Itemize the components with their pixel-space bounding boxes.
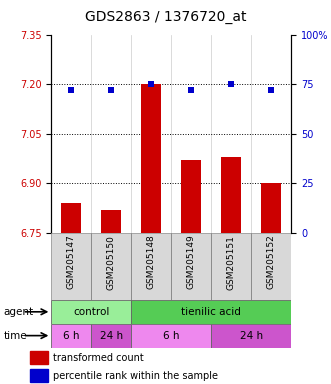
Text: 24 h: 24 h [240, 331, 263, 341]
Bar [171, 233, 211, 300]
Text: percentile rank within the sample: percentile rank within the sample [53, 371, 218, 381]
Text: 6 h: 6 h [63, 331, 79, 341]
Text: GSM205149: GSM205149 [187, 235, 196, 290]
Bar [30, 351, 48, 364]
Point [149, 81, 154, 88]
Text: transformed count: transformed count [53, 353, 144, 363]
Text: GSM205147: GSM205147 [67, 235, 76, 290]
Bar [261, 183, 281, 233]
Bar [101, 210, 121, 233]
Text: GSM205150: GSM205150 [107, 235, 116, 290]
Bar [91, 324, 131, 348]
Bar [251, 233, 291, 300]
Point [69, 87, 74, 93]
Text: tienilic acid: tienilic acid [181, 307, 241, 317]
Bar [91, 233, 131, 300]
Bar [221, 157, 241, 233]
Bar [181, 160, 201, 233]
Bar [51, 233, 91, 300]
Bar [131, 233, 171, 300]
Text: GDS2863 / 1376720_at: GDS2863 / 1376720_at [85, 10, 246, 23]
Text: control: control [73, 307, 110, 317]
Text: GSM205151: GSM205151 [227, 235, 236, 290]
Bar [211, 324, 291, 348]
Point [189, 87, 194, 93]
Text: GSM205148: GSM205148 [147, 235, 156, 290]
Text: 24 h: 24 h [100, 331, 123, 341]
Point [109, 87, 114, 93]
Bar [131, 300, 291, 324]
Bar [131, 324, 211, 348]
Text: 6 h: 6 h [163, 331, 179, 341]
Point [269, 87, 274, 93]
Bar [61, 203, 81, 233]
Bar [30, 369, 48, 382]
Point [229, 81, 234, 88]
Text: agent: agent [3, 307, 33, 317]
Bar [211, 233, 251, 300]
Text: GSM205152: GSM205152 [267, 235, 276, 290]
Bar [51, 324, 91, 348]
Bar [51, 300, 131, 324]
Text: time: time [3, 331, 27, 341]
Bar [141, 84, 161, 233]
